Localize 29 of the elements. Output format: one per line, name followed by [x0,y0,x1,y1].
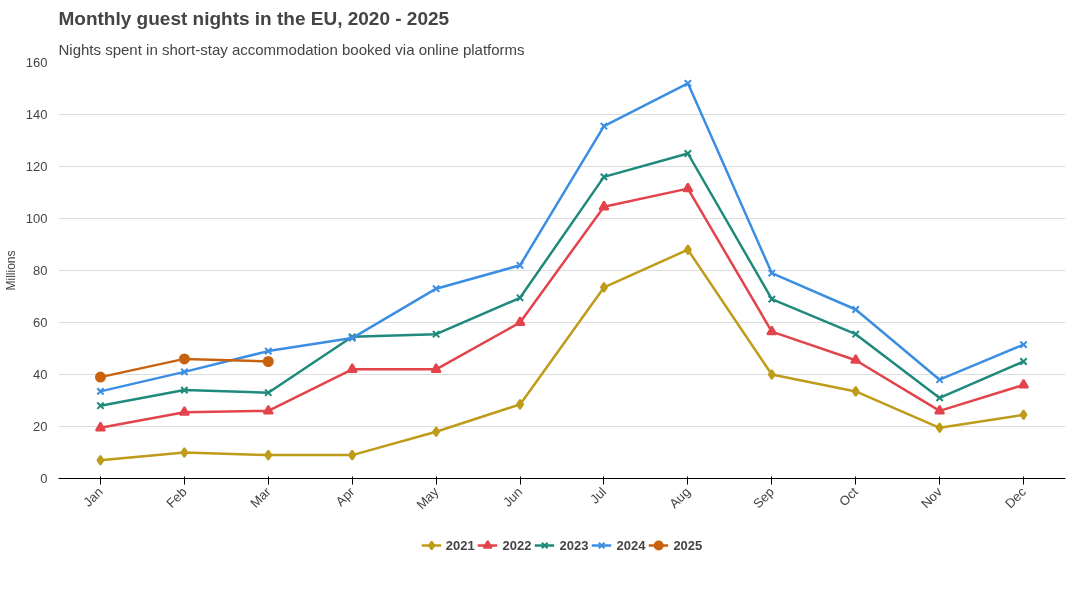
y-tick-label: 120 [25,159,48,174]
x-tick-label: Jan [80,484,106,510]
x-tick-label: Aug [666,484,694,512]
chart-subtitle: Nights spent in short-stay accommodation booked via online platforms [58,40,525,58]
x-tick-label: May [413,483,442,513]
x-tick-label: Jun [499,484,526,510]
legend-label: 2025 [673,537,703,553]
y-tick-label: 140 [25,107,48,122]
y-tick-label: 100 [25,211,48,226]
y-tick-label: 40 [33,367,48,382]
x-tick-label: Apr [332,483,358,510]
x-tick-label: Jul [586,484,610,507]
x-tick-label: Feb [163,484,190,511]
x-tick-label: Mar [247,483,275,511]
y-axis-title: Millions [3,250,18,291]
y-tick-label: 160 [25,55,48,70]
y-tick-label: 20 [33,419,48,434]
x-tick-label: Oct [836,483,862,510]
legend-label: 2022 [502,537,532,553]
x-tick-label: Nov [917,483,946,512]
legend-label: 2023 [559,537,589,553]
legend-label: 2024 [616,537,646,553]
y-tick-label: 0 [40,471,48,486]
y-tick-label: 60 [33,315,48,330]
legend-label: 2021 [445,537,475,553]
x-tick-label: Sep [750,484,778,512]
x-tick-label: Dec [1001,483,1030,512]
chart-title: Monthly guest nights in the EU, 2020 - 2025 [58,7,450,29]
y-tick-label: 80 [33,263,48,278]
